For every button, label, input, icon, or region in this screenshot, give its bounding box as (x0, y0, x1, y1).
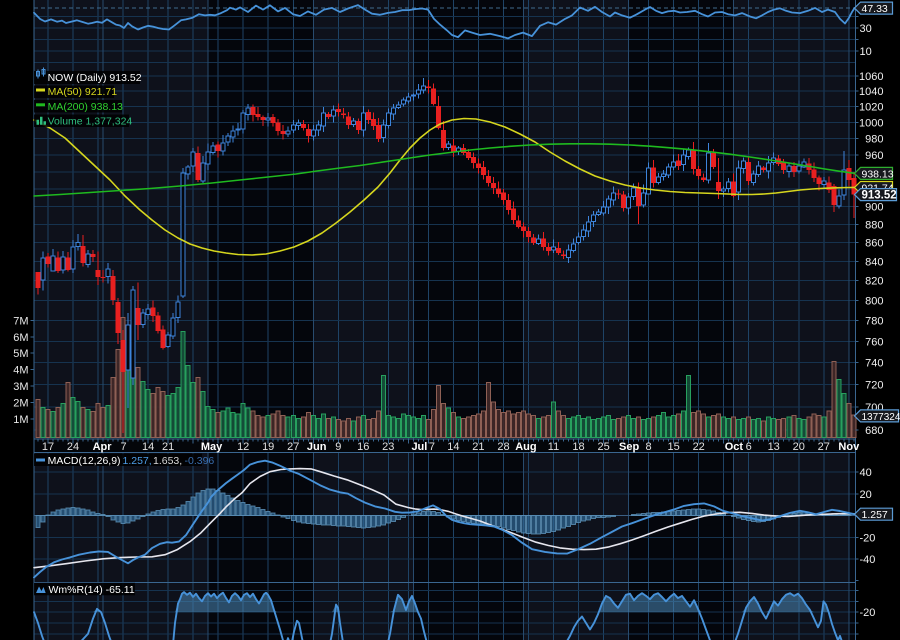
svg-text:6: 6 (746, 441, 752, 453)
svg-text:NOW (Daily) 913.52: NOW (Daily) 913.52 (48, 72, 142, 84)
svg-text:20: 20 (860, 489, 872, 501)
svg-text:760: 760 (865, 336, 883, 348)
svg-text:1.257: 1.257 (862, 509, 888, 521)
svg-text:20: 20 (793, 441, 805, 453)
svg-text:1040: 1040 (859, 86, 883, 98)
svg-text:MA(200) 938.13: MA(200) 938.13 (48, 101, 123, 113)
svg-text:14: 14 (142, 441, 154, 453)
svg-text:780: 780 (865, 316, 883, 328)
svg-text:7M: 7M (13, 315, 28, 327)
svg-text:960: 960 (865, 150, 883, 162)
svg-text:MACD(12,26,9): MACD(12,26,9) (48, 455, 121, 467)
svg-text:3M: 3M (13, 381, 28, 393)
svg-text:5M: 5M (13, 348, 28, 360)
svg-text:Nov: Nov (838, 441, 860, 453)
svg-text:820: 820 (865, 276, 883, 288)
svg-text:Oct: Oct (725, 441, 744, 453)
svg-text:880: 880 (865, 219, 883, 231)
svg-text:Volume 1,377,324: Volume 1,377,324 (48, 116, 133, 128)
svg-text:980: 980 (865, 134, 883, 146)
svg-text:24: 24 (67, 441, 79, 453)
svg-text:9: 9 (335, 441, 341, 453)
svg-text:900: 900 (865, 202, 883, 214)
svg-text:Jul: Jul (411, 441, 427, 453)
svg-text:2M: 2M (13, 398, 28, 410)
svg-text:7: 7 (429, 441, 435, 453)
svg-text:Sep: Sep (619, 441, 639, 453)
svg-text:12: 12 (237, 441, 249, 453)
svg-text:17: 17 (42, 441, 54, 453)
svg-text:18: 18 (572, 441, 584, 453)
svg-text:May: May (201, 441, 223, 453)
svg-text:1020: 1020 (859, 102, 883, 114)
svg-text:1.653,: 1.653, (153, 455, 182, 467)
svg-text:13: 13 (768, 441, 780, 453)
svg-text:-0.396: -0.396 (185, 455, 215, 467)
svg-text:Wm%R(14) -65.11: Wm%R(14) -65.11 (49, 584, 135, 596)
svg-text:7: 7 (121, 441, 127, 453)
svg-text:14: 14 (447, 441, 459, 453)
svg-text:22: 22 (693, 441, 705, 453)
svg-text:1M: 1M (13, 414, 28, 426)
svg-text:40: 40 (860, 467, 872, 479)
svg-text:16: 16 (357, 441, 369, 453)
svg-text:19: 19 (262, 441, 274, 453)
svg-text:Apr: Apr (93, 441, 113, 453)
svg-text:-40: -40 (860, 554, 876, 566)
svg-text:27: 27 (818, 441, 830, 453)
svg-text:-20: -20 (860, 532, 876, 544)
svg-text:21: 21 (162, 441, 174, 453)
svg-text:11: 11 (548, 441, 559, 453)
svg-text:30: 30 (860, 23, 872, 35)
svg-text:25: 25 (597, 441, 609, 453)
svg-text:740: 740 (865, 358, 883, 370)
svg-text:23: 23 (382, 441, 394, 453)
svg-text:6M: 6M (13, 332, 28, 344)
svg-text:1060: 1060 (859, 71, 883, 83)
svg-text:720: 720 (865, 379, 883, 391)
svg-text:10: 10 (860, 46, 872, 58)
svg-text:680: 680 (865, 425, 883, 437)
svg-text:47.33: 47.33 (862, 3, 888, 15)
svg-text:MA(50) 921.71: MA(50) 921.71 (48, 86, 118, 98)
svg-text:938.13: 938.13 (862, 168, 894, 180)
svg-text:913.52: 913.52 (862, 190, 897, 202)
svg-text:1000: 1000 (859, 118, 883, 130)
svg-text:840: 840 (865, 257, 883, 269)
svg-text:860: 860 (865, 238, 883, 250)
svg-text:21: 21 (472, 441, 484, 453)
svg-text:1377324: 1377324 (862, 412, 900, 423)
svg-text:4M: 4M (13, 365, 28, 377)
svg-text:Jun: Jun (307, 441, 327, 453)
svg-text:Aug: Aug (515, 441, 536, 453)
svg-text:27: 27 (287, 441, 299, 453)
svg-text:15: 15 (667, 441, 679, 453)
svg-text:800: 800 (865, 295, 883, 307)
svg-text:8: 8 (646, 441, 652, 453)
svg-text:-20: -20 (860, 607, 876, 619)
svg-text:28: 28 (497, 441, 509, 453)
svg-text:1.257,: 1.257, (123, 455, 152, 467)
